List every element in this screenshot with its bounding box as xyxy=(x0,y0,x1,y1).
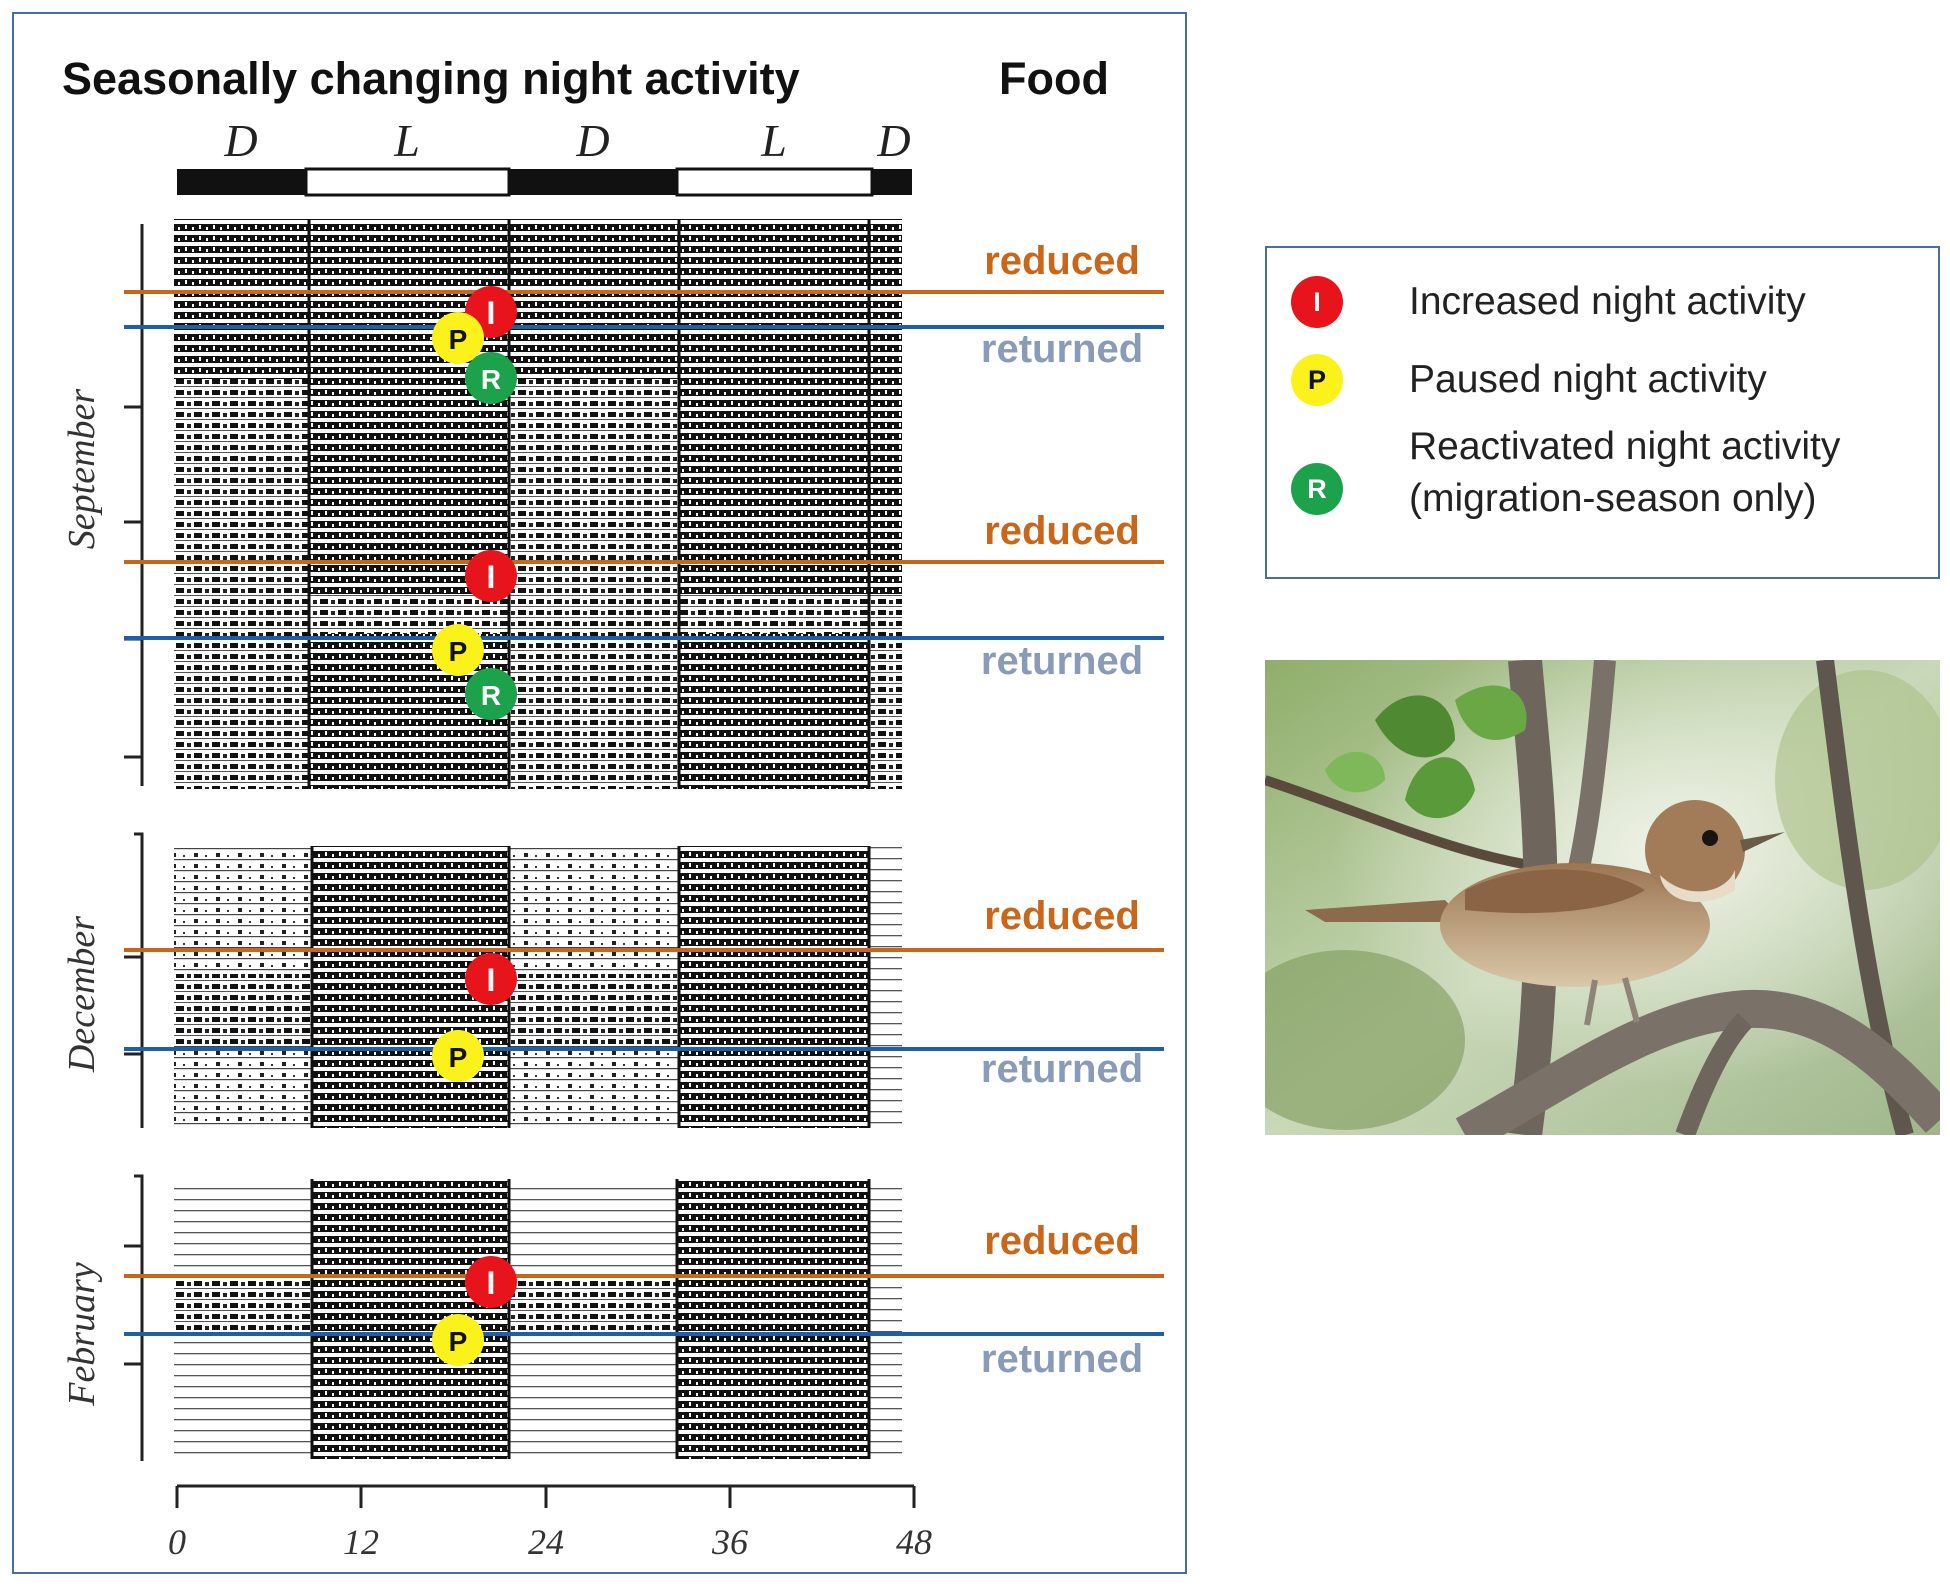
actogram-december xyxy=(174,846,902,1128)
svg-text:P: P xyxy=(449,1326,468,1357)
reduced-label-4: reduced xyxy=(984,1219,1140,1263)
marker-paused-4: P xyxy=(432,1314,484,1366)
x-tick-36: 36 xyxy=(711,1522,748,1562)
phase-label-d1: D xyxy=(223,115,257,166)
phase-label-d2: D xyxy=(575,115,609,166)
figure-title: Seasonally changing night activity xyxy=(62,53,800,104)
actogram-february xyxy=(174,1179,902,1459)
phase-label-d3: D xyxy=(876,115,910,166)
svg-text:P: P xyxy=(449,1042,468,1073)
x-tick-24: 24 xyxy=(528,1522,564,1562)
marker-reactivated-2: R xyxy=(465,668,517,720)
food-header: Food xyxy=(999,53,1109,104)
legend-marker-reactivated: R xyxy=(1291,463,1343,515)
x-tick-0: 0 xyxy=(168,1522,186,1562)
activity-markers: I P R I P R xyxy=(432,286,517,1366)
returned-label-4: returned xyxy=(981,1337,1143,1381)
month-label-december: December xyxy=(61,916,103,1073)
marker-increased-4: I xyxy=(465,1256,517,1308)
reduced-label-2: reduced xyxy=(984,509,1140,553)
reduced-label-3: reduced xyxy=(984,894,1140,938)
legend-marker-increased: I xyxy=(1291,276,1343,328)
food-lines xyxy=(124,290,1164,1336)
legend: I Increased night activity P Paused nigh… xyxy=(1265,246,1940,579)
marker-increased-2: I xyxy=(465,550,517,602)
phase-labels: D L D L D xyxy=(223,115,910,166)
warbler-bird xyxy=(1305,800,1785,1026)
x-tick-48: 48 xyxy=(896,1522,932,1562)
month-label-february: February xyxy=(61,1262,103,1407)
marker-reactivated-1: R xyxy=(465,352,517,404)
actogram-september xyxy=(174,219,902,789)
legend-label-paused: Paused night activity xyxy=(1409,358,1767,401)
figure-panel: Seasonally changing night activity Food … xyxy=(12,12,1187,1574)
legend-label-reactivated-note: (migration-season only) xyxy=(1409,477,1817,520)
svg-text:I: I xyxy=(487,1265,496,1301)
marker-paused-2: P xyxy=(432,624,484,676)
returned-label-2: returned xyxy=(981,639,1143,683)
marker-increased-3: I xyxy=(465,953,517,1005)
marker-paused-1: P xyxy=(432,312,484,364)
actogram-figure: Seasonally changing night activity Food … xyxy=(61,53,1164,1562)
svg-text:P: P xyxy=(449,636,468,667)
light-dark-bar xyxy=(177,167,912,197)
svg-text:P: P xyxy=(449,324,468,355)
phase-label-l1: L xyxy=(393,115,420,166)
svg-text:I: I xyxy=(487,295,496,331)
bird-photo xyxy=(1265,660,1940,1135)
food-labels: reduced returned reduced returned reduce… xyxy=(981,239,1143,1381)
legend-label-increased: Increased night activity xyxy=(1409,280,1806,323)
month-labels: September December February xyxy=(61,389,103,1407)
svg-text:I: I xyxy=(487,559,496,595)
legend-marker-paused: P xyxy=(1291,354,1343,406)
warbler-illustration xyxy=(1265,660,1940,1135)
phase-label-l2: L xyxy=(760,115,787,166)
svg-text:I: I xyxy=(487,962,496,998)
returned-label-3: returned xyxy=(981,1047,1143,1091)
marker-paused-3: P xyxy=(432,1030,484,1082)
x-axis: 0 12 24 36 48 xyxy=(168,1484,932,1562)
svg-text:R: R xyxy=(481,364,501,395)
returned-label-1: returned xyxy=(981,327,1143,371)
month-label-september: September xyxy=(61,389,103,550)
reduced-label-1: reduced xyxy=(984,239,1140,283)
svg-text:R: R xyxy=(481,680,501,711)
legend-label-reactivated: Reactivated night activity xyxy=(1409,425,1841,468)
x-tick-12: 12 xyxy=(343,1522,379,1562)
